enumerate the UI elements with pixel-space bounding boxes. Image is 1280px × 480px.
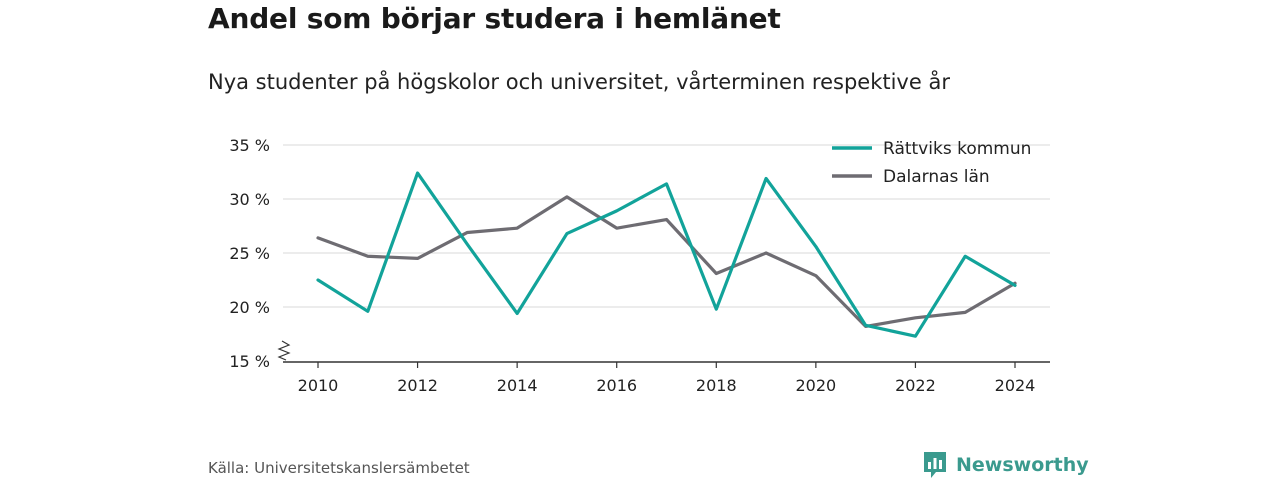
chart-subtitle: Nya studenter på högskolor och universit… bbox=[208, 70, 950, 94]
axis-break-icon bbox=[277, 340, 291, 361]
y-tick-label: 30 % bbox=[229, 190, 270, 209]
x-tick-label: 2018 bbox=[696, 376, 737, 395]
grid-lines bbox=[283, 144, 1050, 308]
legend-label: Rättviks kommun bbox=[883, 139, 1031, 159]
x-tick-label: 2010 bbox=[298, 376, 339, 395]
brand-name: Newsworthy bbox=[956, 454, 1089, 476]
x-axis-ticks: 2010 2012 2014 2016 2018 2020 2022 2024 bbox=[298, 362, 1036, 395]
x-tick-label: 2020 bbox=[795, 376, 836, 395]
series-lines bbox=[316, 171, 1017, 338]
legend-label: Dalarnas län bbox=[883, 167, 990, 187]
y-tick-label: 15 % bbox=[229, 352, 270, 371]
chart-title: Andel som börjar studera i hemlänet bbox=[208, 2, 781, 35]
brand-logo: Newsworthy bbox=[922, 450, 1089, 480]
x-tick-label: 2016 bbox=[596, 376, 637, 395]
x-tick-label: 2012 bbox=[397, 376, 438, 395]
series-line bbox=[316, 171, 1017, 338]
x-tick-label: 2024 bbox=[995, 376, 1036, 395]
x-tick-label: 2022 bbox=[895, 376, 936, 395]
legend: Rättviks kommun Dalarnas län bbox=[832, 139, 1031, 187]
y-tick-label: 25 % bbox=[229, 244, 270, 263]
y-tick-label: 20 % bbox=[229, 298, 270, 317]
y-tick-label: 35 % bbox=[229, 136, 270, 155]
source-note: Källa: Universitetskanslersämbetet bbox=[208, 459, 470, 477]
y-axis-ticks: 35 % 30 % 25 % 20 % 15 % bbox=[229, 136, 270, 371]
newsworthy-logo-icon bbox=[924, 452, 946, 478]
series-line bbox=[316, 195, 1017, 329]
x-tick-label: 2014 bbox=[497, 376, 538, 395]
